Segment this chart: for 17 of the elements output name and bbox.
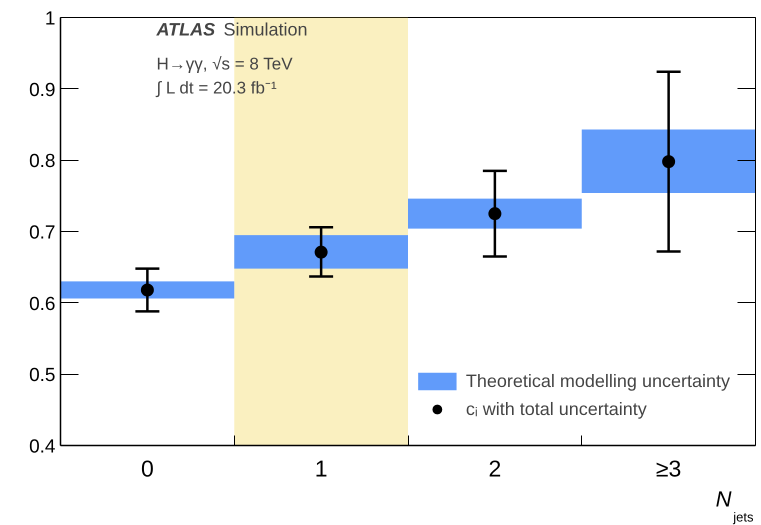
x-tick-label: 1 <box>314 456 328 482</box>
x-tick-label: 2 <box>488 456 502 482</box>
y-tick-label: 0.7 <box>29 222 56 244</box>
y-tick-label: 0.6 <box>29 294 56 315</box>
annotation: ∫ L dt = 20.3 fb⁻¹ <box>156 78 277 98</box>
x-tick-label: 0 <box>140 456 154 482</box>
legend-label: cᵢ with total uncertainty <box>466 398 647 420</box>
annotation: ATLAS Simulation <box>156 20 308 40</box>
y-tick-label: 0.5 <box>29 365 56 386</box>
x-axis-title: Njets <box>716 486 754 524</box>
annotation: H→γγ, √s = 8 TeV <box>156 54 294 74</box>
y-tick-label: 0.9 <box>29 80 56 101</box>
y-tick-label: 1 <box>44 8 56 30</box>
y-tick-label: 0.4 <box>29 436 56 458</box>
x-tick-label: ≥3 <box>656 456 682 482</box>
legend-label: Theoretical modelling uncertainty <box>466 370 730 392</box>
y-tick-label: 0.8 <box>29 151 56 172</box>
